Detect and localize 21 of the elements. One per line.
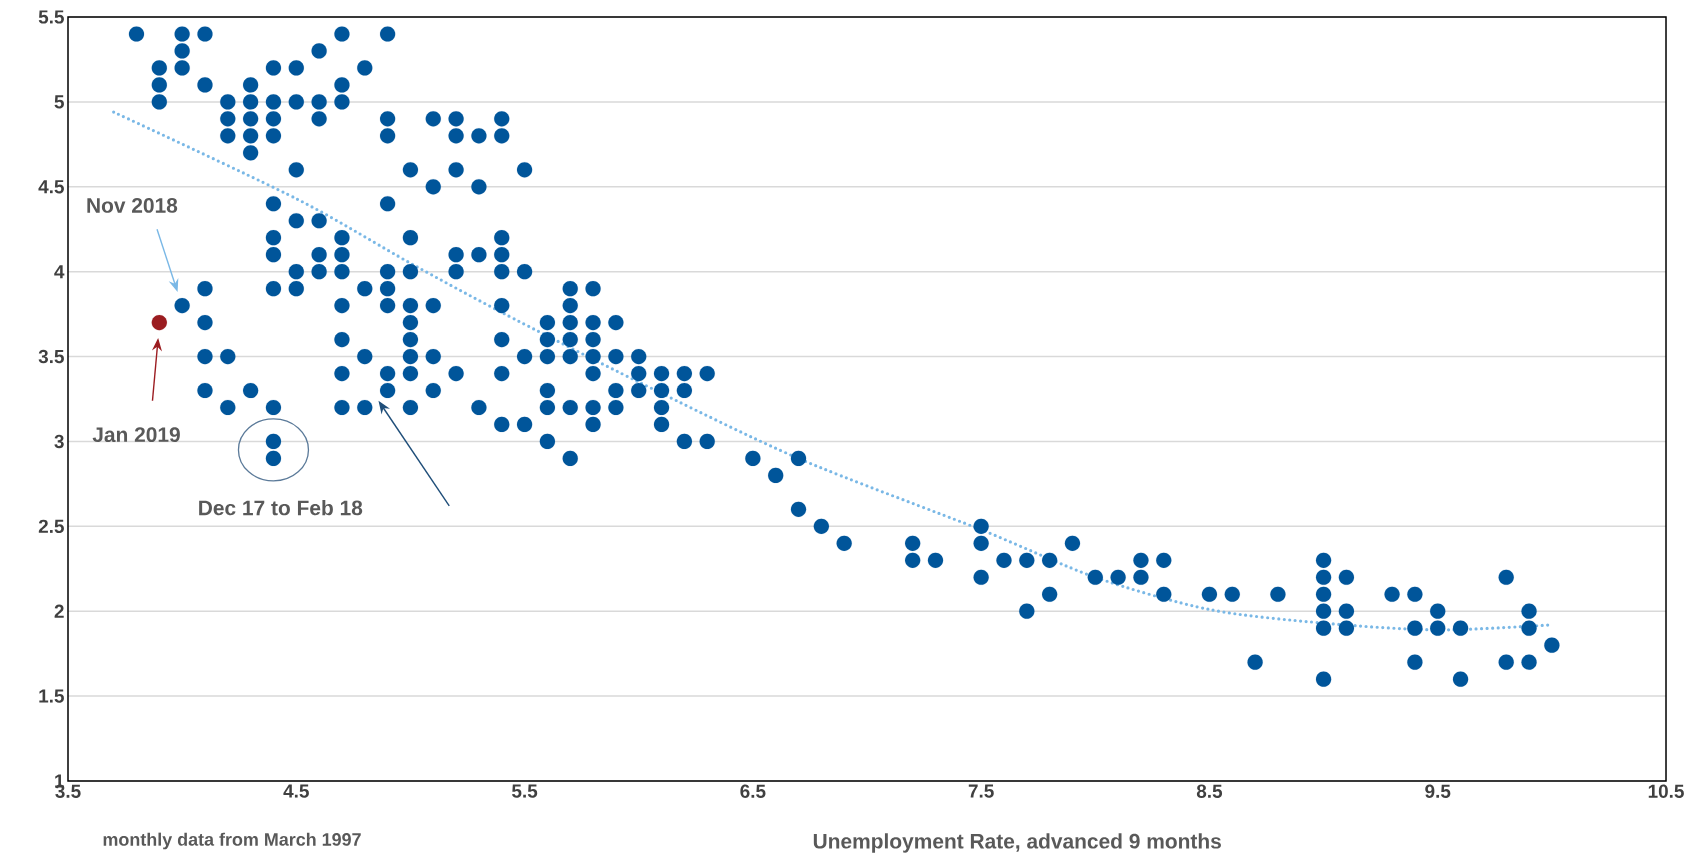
x-axis-title: Unemployment Rate, advanced 9 months (813, 833, 1221, 853)
annotation: Dec 17 to Feb 18 (199, 499, 363, 516)
y-tick-label: 4.5 (38, 180, 64, 194)
x-tick-label: 4.5 (283, 784, 309, 798)
x-tick-label: 8.5 (1196, 784, 1223, 798)
y-tick-label: 3.5 (38, 349, 64, 364)
text: monthly data from March 1997 (103, 832, 361, 850)
y-tick-label: 5 (54, 95, 64, 109)
y-tick-label: 2.5 (38, 519, 64, 534)
y-tick-label: 2 (54, 604, 64, 618)
x-tick-label: 5.5 (511, 784, 538, 798)
y-tick-label: 4 (54, 265, 65, 279)
y-tick-label: 5.5 (38, 10, 64, 24)
annotation: Jan 2019 (92, 427, 180, 443)
x-tick-label: 10.5 (1648, 784, 1684, 798)
y-tick-label: 1.5 (39, 689, 64, 703)
x-tick-label: 9.5 (1425, 784, 1451, 798)
x-tick-label: 6.5 (740, 784, 766, 798)
annotation: Nov 2018 (87, 198, 178, 213)
y-tick-label: 3 (54, 434, 64, 449)
x-tick-label: 7.5 (968, 784, 994, 798)
